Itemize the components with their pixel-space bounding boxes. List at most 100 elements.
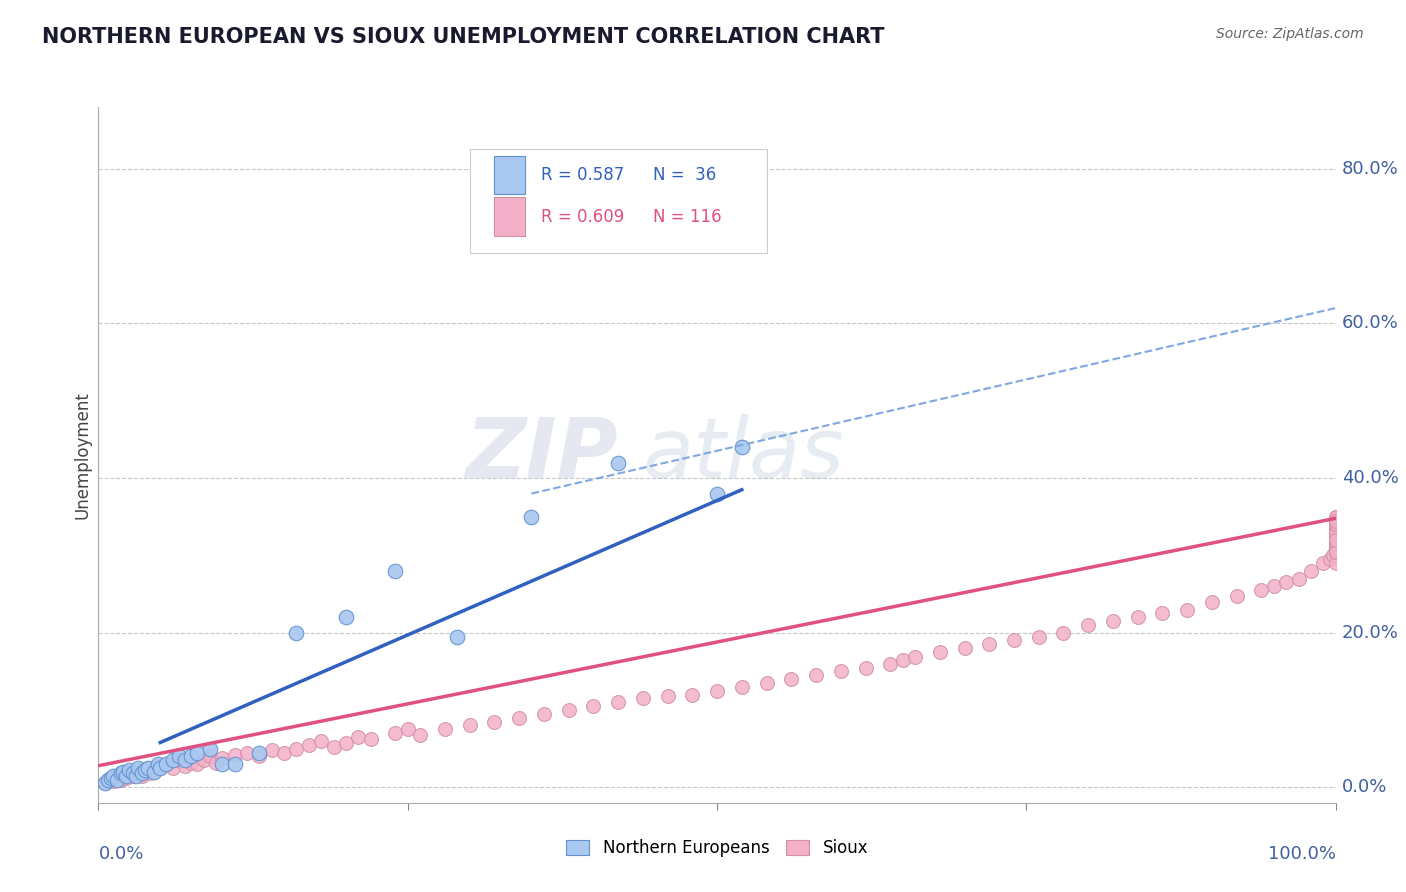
Point	[1052, 625, 1074, 640]
Point	[105, 772, 128, 787]
Point	[533, 706, 555, 721]
Text: Source: ZipAtlas.com: Source: ZipAtlas.com	[1216, 27, 1364, 41]
Point	[731, 440, 754, 454]
Point	[134, 764, 156, 778]
Point	[131, 769, 153, 783]
Text: N = 116: N = 116	[652, 208, 721, 226]
Point	[146, 757, 169, 772]
Point	[162, 761, 184, 775]
Point	[167, 753, 190, 767]
Point	[706, 486, 728, 500]
Point	[322, 740, 344, 755]
Text: R = 0.587: R = 0.587	[541, 166, 624, 185]
Point	[557, 703, 579, 717]
Point	[136, 761, 159, 775]
Text: atlas: atlas	[643, 415, 845, 495]
Point	[298, 738, 321, 752]
Point	[953, 641, 976, 656]
Text: 40.0%: 40.0%	[1341, 469, 1399, 487]
Point	[1324, 537, 1347, 551]
Y-axis label: Unemployment: Unemployment	[73, 391, 91, 519]
Point	[1324, 529, 1347, 543]
Point	[335, 735, 357, 749]
Point	[93, 776, 115, 790]
Point	[180, 756, 202, 770]
Point	[607, 456, 630, 470]
Point	[211, 757, 233, 772]
Text: 20.0%: 20.0%	[1341, 624, 1399, 641]
Point	[1288, 572, 1310, 586]
Point	[118, 764, 141, 778]
Point	[458, 718, 481, 732]
Point	[127, 764, 149, 778]
Point	[136, 761, 159, 775]
Point	[1324, 525, 1347, 540]
Point	[755, 676, 778, 690]
Point	[205, 756, 228, 770]
Point	[409, 728, 432, 742]
Point	[236, 746, 259, 760]
Point	[335, 610, 357, 624]
Point	[904, 650, 927, 665]
Point	[100, 771, 122, 785]
Text: 0.0%: 0.0%	[98, 845, 143, 863]
Point	[198, 749, 221, 764]
FancyBboxPatch shape	[470, 149, 766, 253]
Point	[631, 691, 654, 706]
Point	[1324, 511, 1347, 525]
Point	[149, 761, 172, 775]
Point	[1324, 533, 1347, 547]
Point	[198, 741, 221, 756]
Point	[1028, 630, 1050, 644]
Point	[891, 653, 914, 667]
Legend: Northern Europeans, Sioux: Northern Europeans, Sioux	[560, 833, 875, 864]
Text: NORTHERN EUROPEAN VS SIOUX UNEMPLOYMENT CORRELATION CHART: NORTHERN EUROPEAN VS SIOUX UNEMPLOYMENT …	[42, 27, 884, 46]
Point	[114, 771, 136, 785]
Point	[224, 747, 246, 762]
Point	[1324, 537, 1347, 551]
Point	[928, 645, 950, 659]
Point	[657, 689, 679, 703]
Point	[582, 699, 605, 714]
Point	[273, 746, 295, 760]
Point	[97, 772, 120, 787]
Point	[193, 753, 215, 767]
Point	[143, 764, 166, 778]
Point	[1324, 509, 1347, 524]
Point	[122, 769, 145, 783]
Point	[97, 772, 120, 787]
Point	[114, 769, 136, 783]
Text: 80.0%: 80.0%	[1341, 160, 1399, 178]
Point	[1324, 517, 1347, 532]
Point	[155, 757, 177, 772]
Point	[1324, 521, 1347, 535]
Point	[1322, 549, 1344, 563]
Point	[167, 749, 190, 764]
Point	[1324, 525, 1347, 540]
FancyBboxPatch shape	[495, 156, 526, 194]
Point	[384, 726, 406, 740]
Point	[1324, 517, 1347, 532]
Point	[1250, 583, 1272, 598]
Point	[1226, 589, 1249, 603]
Point	[681, 688, 703, 702]
Point	[162, 753, 184, 767]
Point	[1324, 517, 1347, 532]
Point	[124, 766, 146, 780]
Point	[780, 672, 803, 686]
Point	[143, 764, 166, 779]
Text: 0.0%: 0.0%	[1341, 779, 1388, 797]
Point	[139, 766, 162, 780]
Point	[146, 758, 169, 772]
Point	[309, 734, 332, 748]
Point	[186, 746, 208, 760]
Point	[520, 509, 543, 524]
Point	[247, 749, 270, 764]
Point	[93, 776, 115, 790]
Point	[224, 757, 246, 772]
Point	[134, 764, 156, 779]
Point	[804, 668, 827, 682]
Point	[103, 769, 125, 783]
Point	[260, 743, 283, 757]
Point	[1275, 575, 1298, 590]
